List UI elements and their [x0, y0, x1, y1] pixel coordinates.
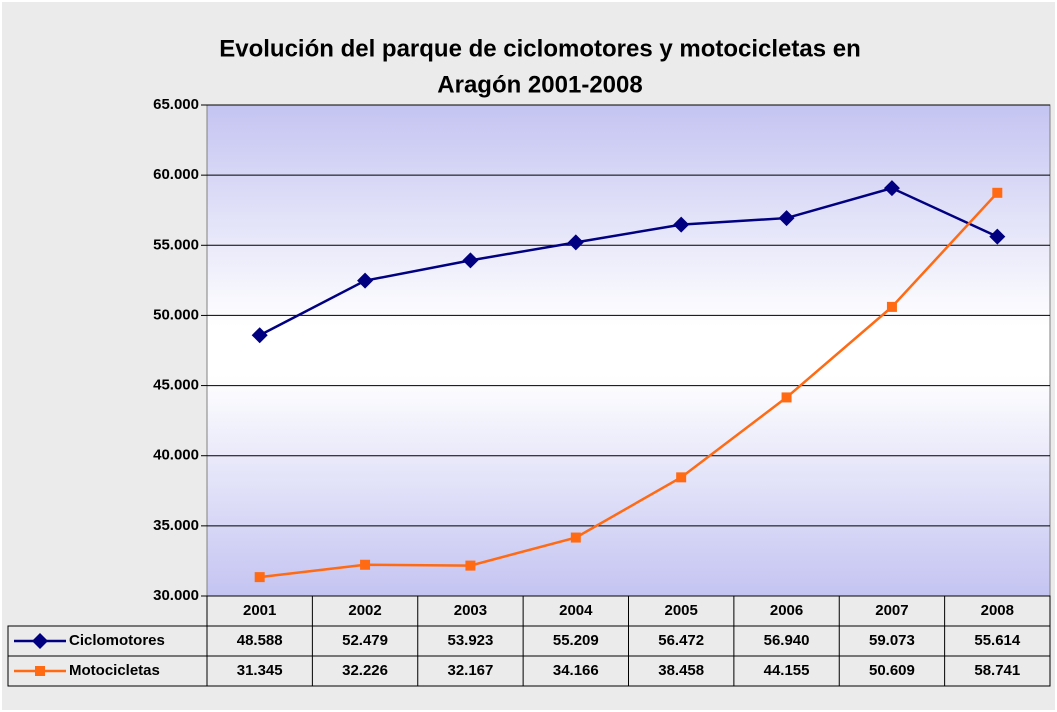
x-tick-label: 2002	[348, 602, 381, 619]
marker	[676, 472, 687, 483]
table-value: 56.472	[658, 632, 704, 649]
marker	[570, 532, 581, 543]
x-tick-label: 2006	[770, 602, 803, 619]
table-value: 32.167	[447, 662, 493, 679]
table-value: 59.073	[869, 632, 915, 649]
table-value: 52.479	[342, 632, 388, 649]
marker	[254, 572, 265, 583]
table-value: 32.226	[342, 662, 388, 679]
y-tick-label: 55.000	[153, 236, 199, 253]
table-value: 56.940	[764, 632, 810, 649]
chart-title: Aragón 2001-2008	[437, 71, 642, 98]
y-tick-label: 45.000	[153, 377, 199, 394]
table-value: 53.923	[447, 632, 493, 649]
legend-label: Ciclomotores	[69, 632, 165, 649]
table-value: 48.588	[237, 632, 283, 649]
table-value: 38.458	[658, 662, 704, 679]
table-value: 55.209	[553, 632, 599, 649]
table-value: 58.741	[974, 662, 1020, 679]
marker	[778, 210, 795, 227]
table-value: 50.609	[869, 662, 915, 679]
legend-label: Motocicletas	[69, 662, 160, 679]
marker	[32, 633, 48, 649]
marker	[673, 216, 690, 233]
plot-area	[206, 104, 1051, 597]
line	[259, 186, 998, 337]
chart-title: Evolución del parque de ciclomotores y m…	[219, 35, 861, 62]
marker	[883, 180, 900, 197]
x-tick-label: 2008	[981, 602, 1014, 619]
marker	[462, 252, 479, 269]
marker	[992, 187, 1003, 198]
marker	[989, 228, 1006, 245]
x-tick-label: 2001	[243, 602, 276, 619]
y-tick-label: 50.000	[153, 306, 199, 323]
x-tick-label: 2007	[875, 602, 908, 619]
y-tick-label: 35.000	[153, 517, 199, 534]
y-tick-label: 40.000	[153, 447, 199, 464]
table-value: 55.614	[974, 632, 1021, 649]
marker	[567, 234, 584, 251]
marker	[781, 392, 792, 403]
marker	[360, 559, 371, 570]
table-value: 34.166	[553, 662, 599, 679]
x-tick-label: 2004	[559, 602, 593, 619]
marker	[357, 272, 374, 289]
y-tick-label: 30.000	[153, 587, 199, 604]
x-tick-label: 2005	[665, 602, 698, 619]
marker	[465, 560, 476, 571]
y-tick-label: 65.000	[153, 96, 199, 113]
marker	[251, 327, 268, 344]
marker	[886, 301, 897, 312]
table-value: 31.345	[237, 662, 283, 679]
marker	[35, 666, 45, 676]
x-tick-label: 2003	[454, 602, 487, 619]
line	[259, 191, 999, 579]
table-value: 44.155	[764, 662, 810, 679]
y-tick-label: 60.000	[153, 166, 199, 183]
